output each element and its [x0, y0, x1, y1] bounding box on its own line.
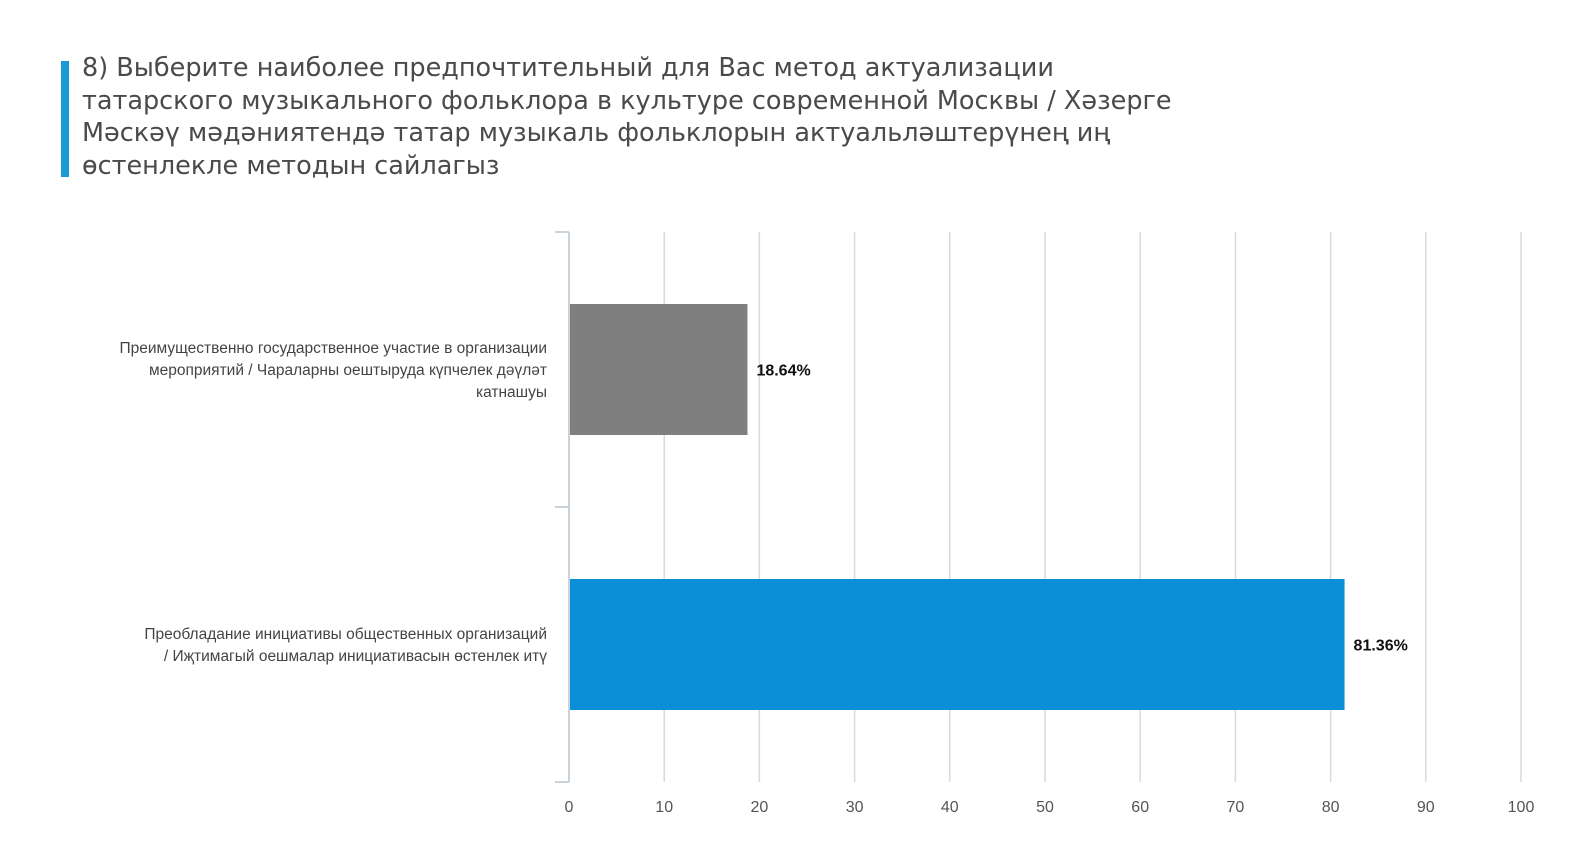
- x-tick-label: 70: [1227, 799, 1245, 816]
- category-label-1: Преимущественно государственное участие …: [57, 338, 547, 404]
- title-accent-bar: [61, 61, 69, 177]
- x-tick-label: 0: [565, 799, 574, 816]
- bar: [570, 304, 748, 435]
- x-tick-label: 30: [846, 799, 864, 816]
- x-tick-label: 50: [1036, 799, 1054, 816]
- data-label: 81.36%: [1354, 638, 1408, 655]
- chart-title: 8) Выберите наиболее предпочтительный дл…: [82, 52, 1202, 182]
- title-line: 8) Выберите наиболее предпочтительный дл…: [82, 53, 1054, 83]
- data-label: 18.64%: [756, 363, 810, 380]
- x-tick-label: 20: [751, 799, 769, 816]
- category-label-2: Преобладание инициативы общественных орг…: [57, 624, 547, 668]
- x-tick-label: 40: [941, 799, 959, 816]
- x-tick-label: 10: [655, 799, 673, 816]
- category-label-line: / Иҗтимагый оешмалар инициативасын өстен…: [163, 648, 547, 665]
- category-label-line: катнашуы: [475, 384, 547, 401]
- category-label-line: Преимущественно государственное участие …: [119, 340, 547, 357]
- x-tick-label: 80: [1322, 799, 1340, 816]
- x-tick-label: 100: [1508, 799, 1535, 816]
- title-line: Мәскәү мәдәниятендә татар музыкаль фольк…: [82, 118, 1111, 148]
- x-tick-label: 90: [1417, 799, 1435, 816]
- title-line: өстенлекле методын сайлагыз: [82, 150, 500, 181]
- x-tick-label: 60: [1131, 799, 1149, 816]
- bar: [570, 579, 1345, 710]
- category-label-line: Преобладание инициативы общественных орг…: [144, 626, 547, 643]
- title-line: татарского музыкального фольклора в куль…: [82, 85, 1172, 116]
- category-label-line: мероприятий / Чараларны оештыруда күпчел…: [148, 362, 547, 379]
